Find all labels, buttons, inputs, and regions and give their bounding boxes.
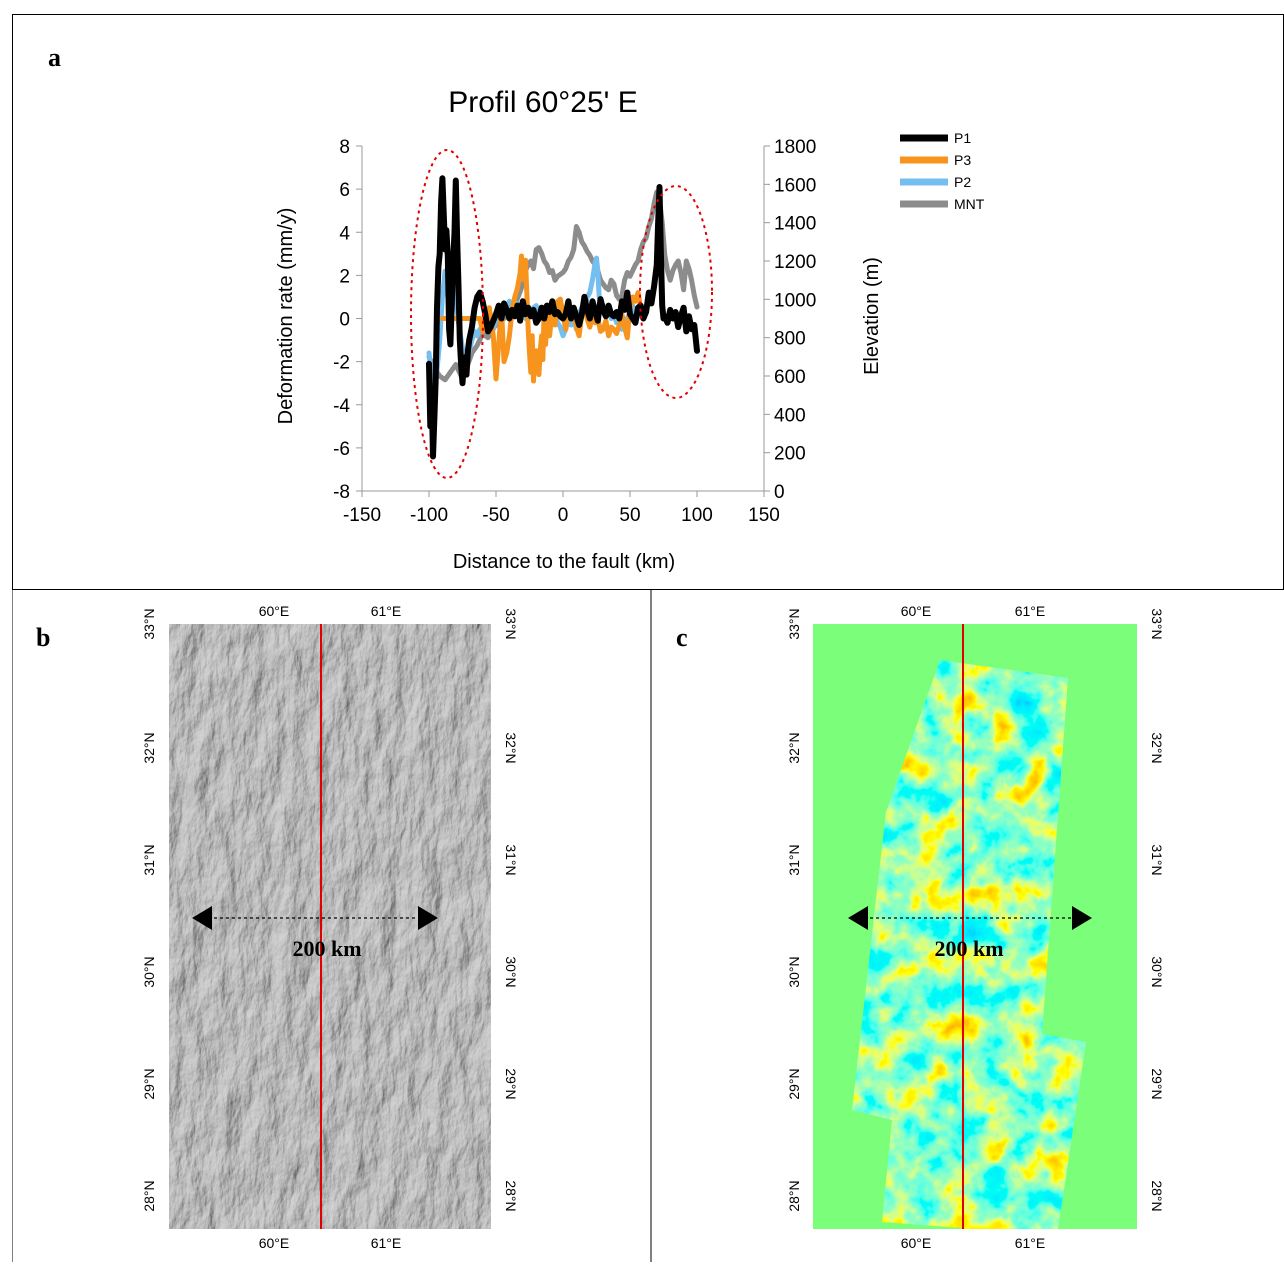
map-b-lat-left-1: 32°N <box>141 732 157 763</box>
y2-tick-label: 400 <box>774 405 806 426</box>
map-b-bottom-lon-60: 60°E <box>259 1235 290 1251</box>
y2-tick-label: 200 <box>774 444 806 465</box>
map-c-bottom-lon-61: 61°E <box>1015 1235 1046 1251</box>
x-tick-label: 100 <box>681 505 713 526</box>
y2-tick-label: 0 <box>774 482 785 503</box>
map-b-hillshade: 200 km 60°E 61°E 60°E 61°E 33°N 33°N32°N 3… <box>141 603 519 1251</box>
legend-label-p1: P1 <box>954 130 971 146</box>
map-c-scale-label: 200 km <box>934 936 1003 961</box>
x-tick-label: 50 <box>619 505 640 526</box>
deformation-profile-chart: Profil 60°25' E -150 -100 -50 0 50 100 150 -8 -6… <box>275 86 985 573</box>
map-c-lat-right-4: 29°N <box>1149 1068 1165 1099</box>
map-c-lat-left-5: 28°N <box>786 1180 802 1211</box>
map-b-lat-right-5: 28°N <box>503 1180 519 1211</box>
right-dashed-ellipse <box>639 185 713 399</box>
legend-label-mnt: MNT <box>954 196 985 212</box>
y-tick-label: -8 <box>333 482 350 503</box>
y2-tick-label: 1200 <box>774 252 816 273</box>
map-c-lat-labels: 33°N 33°N 32°N 32°N 31°N 31°N 30°N 30°N 29°N 29°N… <box>786 608 1165 1211</box>
map-c-left-arrow-icon <box>848 906 868 930</box>
legend-label-p2: P2 <box>954 174 971 190</box>
map-b-right-arrow-icon <box>418 906 438 930</box>
series-line-p1 <box>426 175 700 460</box>
map-c-lat-right-1: 32°N <box>1149 732 1165 763</box>
y-tick-label: 2 <box>339 266 350 287</box>
map-c-lat-left-3: 30°N <box>786 956 802 987</box>
map-c-right-arrow-icon <box>1072 906 1092 930</box>
map-c-lat-left-2: 31°N <box>786 844 802 875</box>
legend-label-p3: P3 <box>954 152 971 168</box>
map-b-left-arrow-icon <box>192 906 212 930</box>
y-tick-label: -2 <box>333 353 350 374</box>
y-tick-label: 0 <box>339 310 350 331</box>
map-b-top-lon-61: 61°E <box>371 603 402 619</box>
y2-tick-label: 1400 <box>774 214 816 235</box>
left-dashed-ellipse <box>410 149 484 479</box>
series-line-p3 <box>439 253 646 384</box>
y-tick-label: 4 <box>339 223 350 244</box>
y2-tick-label: 600 <box>774 367 806 388</box>
y2-tick-label: 800 <box>774 329 806 350</box>
y-axis-title: Deformation rate (mm/y) <box>275 208 297 425</box>
y-tick-label: 8 <box>339 137 350 158</box>
map-b-lat-right-4: 29°N <box>503 1068 519 1099</box>
map-b-lat-right-2: 31°N <box>503 844 519 875</box>
figure-svg: a b c Profil 60°25' E -150 -100 -50 0 50 100 1… <box>11 14 1284 1262</box>
x-tick-label: -150 <box>343 505 381 526</box>
chart-title: Profil 60°25' E <box>448 86 638 119</box>
map-c-top-lon-61: 61°E <box>1015 603 1046 619</box>
map-b-lat-left-2: 31°N <box>141 844 157 875</box>
x-tick-label: -100 <box>410 505 448 526</box>
y-tick-label: -6 <box>333 439 350 460</box>
panel-letter-c: c <box>676 623 688 652</box>
map-b-scale-label: 200 km <box>292 936 361 961</box>
map-c-lat-left-4: 29°N <box>786 1068 802 1099</box>
map-b-lat-right-1: 32°N <box>503 732 519 763</box>
y-tick-label: -4 <box>333 396 350 417</box>
map-b-lat-labels: 33°N 33°N 32°N 32°N 31°N 31°N 30°N 30°N 29°N 29°N… <box>141 608 519 1211</box>
map-c-deformation: 200 km 60°E 61°E 60°E 61°E 33°N 33°N32°N 3… <box>786 603 1165 1251</box>
map-b-lat-right-0: 33°N <box>503 608 519 639</box>
map-c-top-lon-60: 60°E <box>901 603 932 619</box>
x-axis-title: Distance to the fault (km) <box>453 551 675 573</box>
panel-letter-a: a <box>48 43 61 72</box>
map-c-lat-left-1: 32°N <box>786 732 802 763</box>
axes-layer: -150 -100 -50 0 50 100 150 -8 -6 -4 -2 0 2 4 6 8 0 200 400… <box>333 137 816 526</box>
y2-tick-label: 1600 <box>774 175 816 196</box>
map-b-top-lon-60: 60°E <box>259 603 290 619</box>
map-b-relief <box>169 624 491 1229</box>
map-c-lat-right-3: 30°N <box>1149 956 1165 987</box>
x-tick-label: -50 <box>482 505 509 526</box>
y2-tick-label: 1800 <box>774 137 816 158</box>
map-b-lat-left-3: 30°N <box>141 956 157 987</box>
annotation-ellipses <box>410 149 713 479</box>
x-tick-label: 150 <box>748 505 780 526</box>
map-b-lat-right-3: 30°N <box>503 956 519 987</box>
legend: P1 P3 P2 MNT <box>900 130 985 212</box>
map-b-lat-left-5: 28°N <box>141 1180 157 1211</box>
map-c-lat-right-0: 33°N <box>1149 608 1165 639</box>
map-c-bottom-lon-60: 60°E <box>901 1235 932 1251</box>
map-c-lat-right-2: 31°N <box>1149 844 1165 875</box>
x-tick-label: 0 <box>558 505 569 526</box>
y2-axis-title: Elevation (m) <box>861 257 883 375</box>
panel-letter-b: b <box>36 623 50 652</box>
map-b-bottom-lon-61: 61°E <box>371 1235 402 1251</box>
y2-tick-label: 1000 <box>774 290 816 311</box>
figure-frame: a b c Profil 60°25' E -150 -100 -50 0 50 100 1… <box>11 14 1284 1262</box>
map-b-lat-left-0: 33°N <box>141 608 157 639</box>
map-c-lat-left-0: 33°N <box>786 608 802 639</box>
map-b-lat-left-4: 29°N <box>141 1068 157 1099</box>
series-layer <box>426 175 700 460</box>
y-tick-label: 6 <box>339 180 350 201</box>
map-c-lat-right-5: 28°N <box>1149 1180 1165 1211</box>
